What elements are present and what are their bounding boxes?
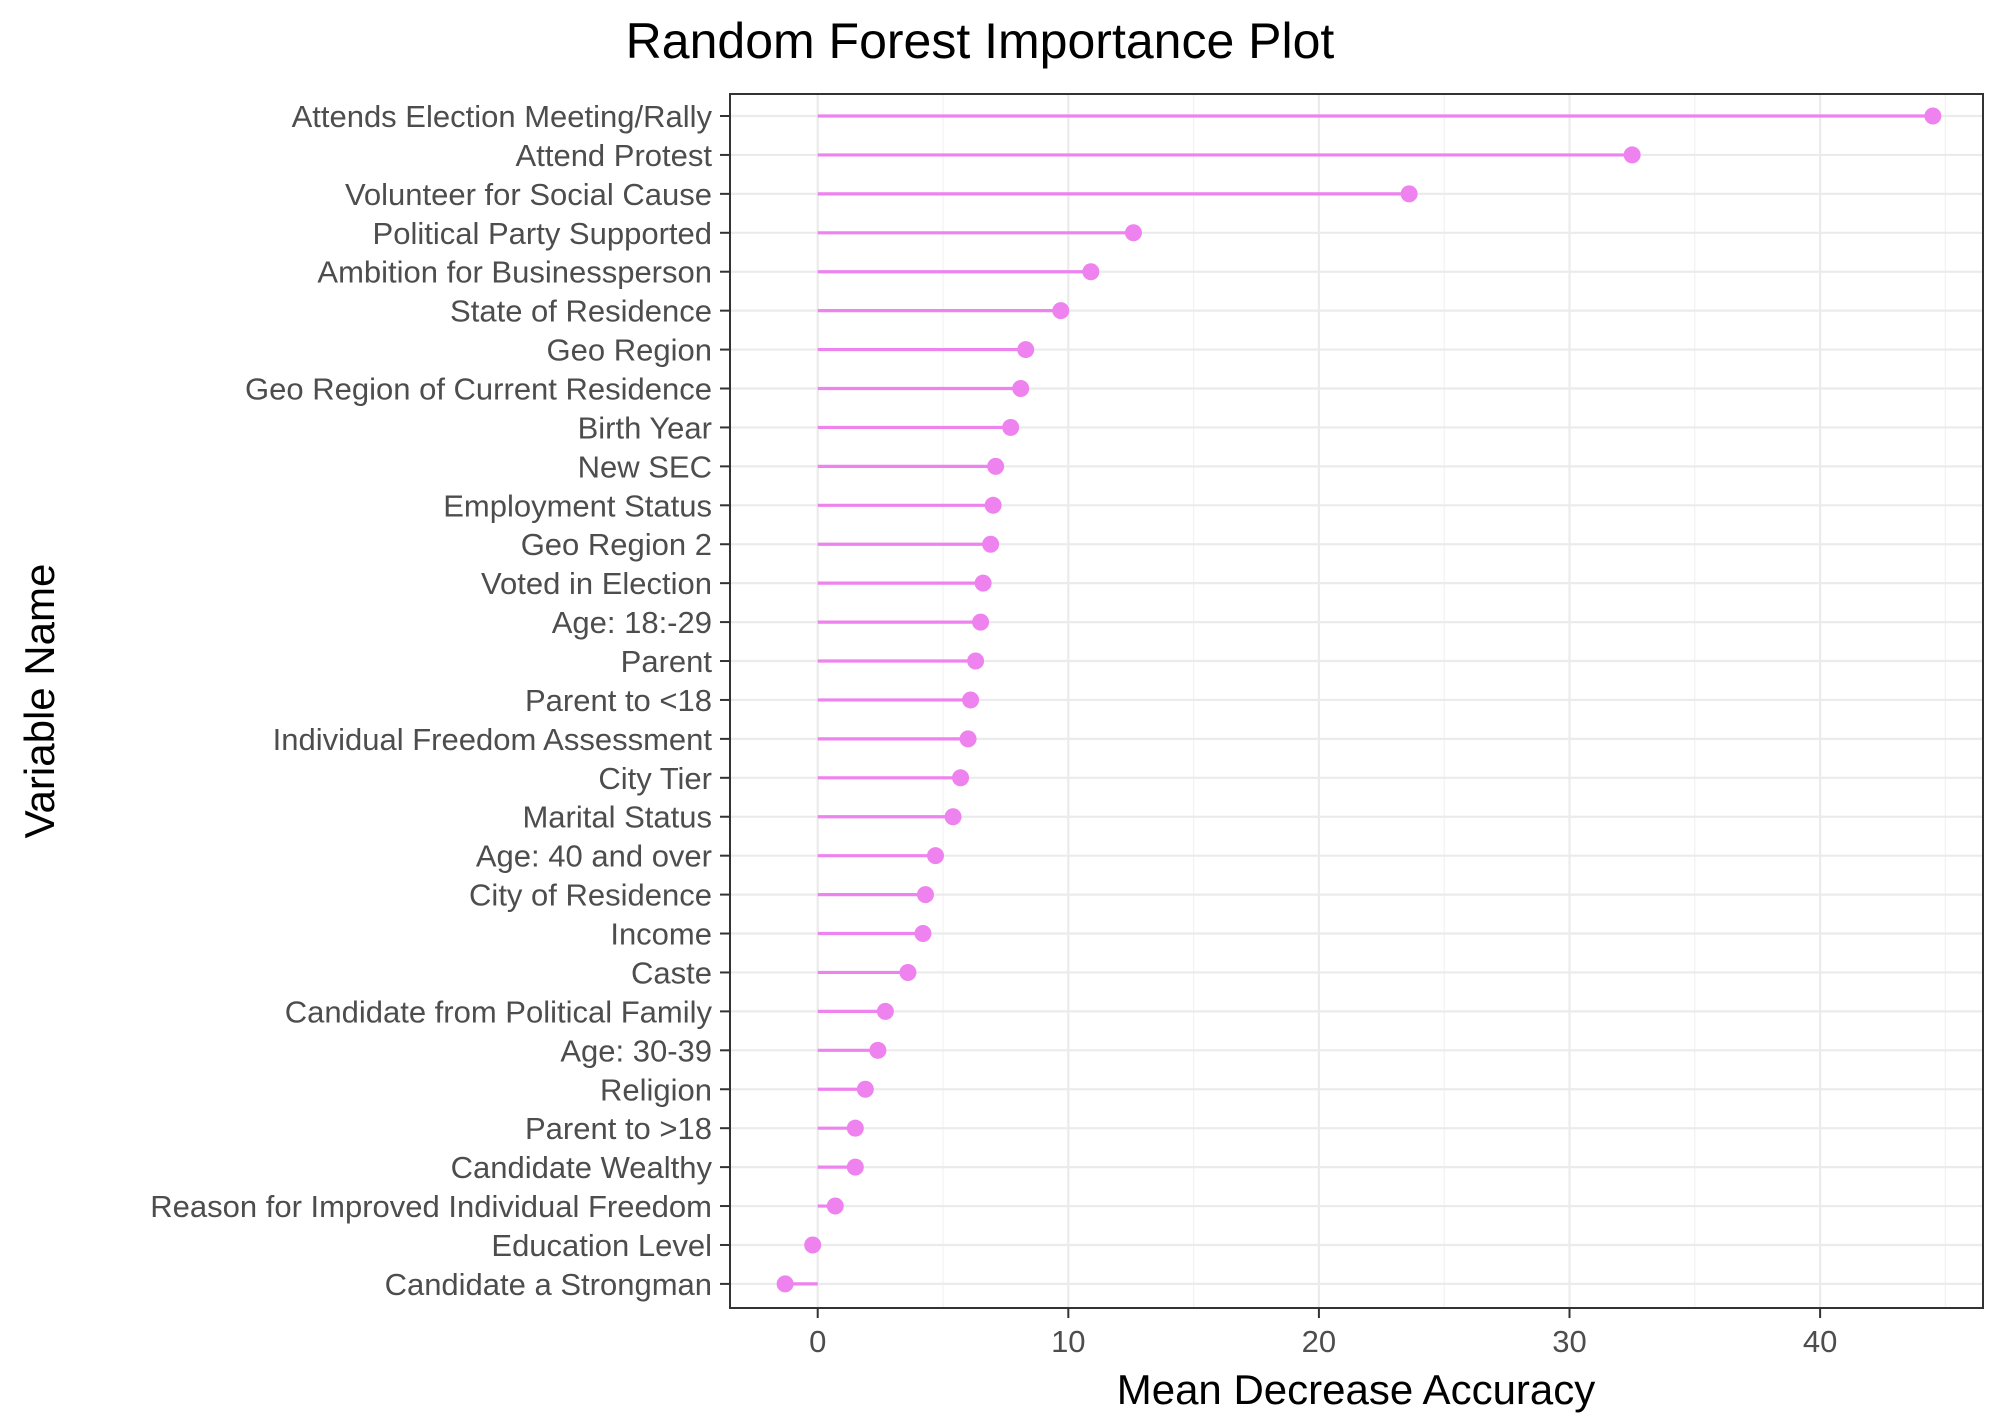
y-tick-label: Age: 40 and over	[476, 839, 712, 874]
lollipop-point	[846, 1158, 864, 1176]
y-tick-label: Employment Status	[443, 488, 712, 523]
y-tick-label: Attend Protest	[516, 138, 713, 173]
lollipop-point	[972, 613, 990, 631]
lollipop-point	[914, 925, 932, 943]
y-tick-label: Geo Region 2	[521, 527, 712, 562]
lollipop-point	[987, 457, 1005, 475]
plot-panel-border	[729, 93, 1984, 1309]
y-tick-label: Individual Freedom Assessment	[273, 722, 713, 757]
y-tick-label: Candidate Wealthy	[451, 1150, 713, 1185]
y-tick-label: Reason for Improved Individual Freedom	[150, 1189, 712, 1224]
x-tick-label: 40	[1803, 1324, 1837, 1359]
y-tick-label: Marital Status	[522, 800, 712, 835]
x-axis-title: Mean Decrease Accuracy	[1117, 1366, 1596, 1413]
lollipop-point	[876, 1002, 894, 1020]
x-tick-label: 0	[809, 1324, 826, 1359]
lollipop-point	[984, 496, 1002, 514]
lollipop-stems	[785, 114, 1933, 1286]
lollipop-point	[959, 730, 977, 748]
lollipop-point	[982, 535, 1000, 553]
y-tick-label: Attends Election Meeting/Rally	[292, 99, 713, 134]
lollipop-point	[869, 1041, 887, 1059]
lollipop-point	[952, 769, 970, 787]
lollipop-point	[1017, 341, 1035, 359]
y-tick-label: Parent to >18	[525, 1111, 712, 1146]
lollipop-point	[1012, 380, 1030, 398]
lollipop-point	[926, 847, 944, 865]
lollipop-point	[826, 1197, 844, 1215]
lollipop-point	[1052, 302, 1070, 320]
y-tick-label: Political Party Supported	[373, 216, 712, 251]
y-tick-label: Income	[610, 917, 712, 952]
lollipop-point	[1623, 146, 1641, 164]
x-tick-label: 30	[1552, 1324, 1586, 1359]
x-axis-ticks: 0 10 20 30 40	[809, 1308, 1837, 1359]
y-tick-label: Caste	[631, 955, 712, 990]
lollipop-point	[899, 963, 917, 981]
y-tick-label: Education Level	[491, 1228, 712, 1263]
lollipop-point	[776, 1275, 794, 1293]
lollipop-point	[856, 1080, 874, 1098]
lollipop-point	[846, 1119, 864, 1137]
lollipop-point	[1002, 418, 1020, 436]
lollipop-point	[967, 652, 985, 670]
lollipop-point	[1124, 224, 1142, 242]
x-tick-label: 20	[1302, 1324, 1336, 1359]
lollipop-point	[916, 886, 934, 904]
y-tick-label: Candidate from Political Family	[285, 994, 713, 1029]
y-tick-label: Parent	[621, 644, 713, 679]
y-tick-label: Volunteer for Social Cause	[345, 177, 712, 212]
lollipop-points	[776, 107, 1942, 1293]
y-tick-label: Age: 18:-29	[552, 605, 712, 640]
lollipop-point	[1082, 263, 1100, 281]
y-tick-label: State of Residence	[450, 294, 712, 329]
y-tick-label: New SEC	[578, 449, 712, 484]
y-tick-label: Geo Region of Current Residence	[245, 372, 712, 407]
x-tick-label: 10	[1051, 1324, 1085, 1359]
y-tick-label: Ambition for Businessperson	[317, 255, 712, 290]
y-tick-label: Voted in Election	[481, 566, 712, 601]
lollipop-point	[944, 808, 962, 826]
chart-title: Random Forest Importance Plot	[626, 13, 1335, 69]
lollipop-point	[804, 1236, 822, 1254]
lollipop-point	[962, 691, 980, 709]
lollipop-point	[1924, 107, 1942, 125]
y-tick-label: City Tier	[598, 761, 712, 796]
y-tick-label: Parent to <18	[525, 683, 712, 718]
y-axis-title: Variable Name	[16, 564, 63, 839]
y-tick-label: Candidate a Strongman	[385, 1267, 712, 1302]
y-tick-label: Geo Region	[547, 333, 712, 368]
lollipop-point	[974, 574, 992, 592]
y-axis-ticks: Attends Election Meeting/Rally Attend Pro…	[150, 99, 730, 1302]
y-tick-label: Religion	[600, 1072, 712, 1107]
y-tick-label: Birth Year	[578, 410, 712, 445]
y-tick-label: Age: 30-39	[560, 1033, 712, 1068]
lollipop-point	[1400, 185, 1418, 203]
y-tick-label: City of Residence	[469, 878, 712, 913]
